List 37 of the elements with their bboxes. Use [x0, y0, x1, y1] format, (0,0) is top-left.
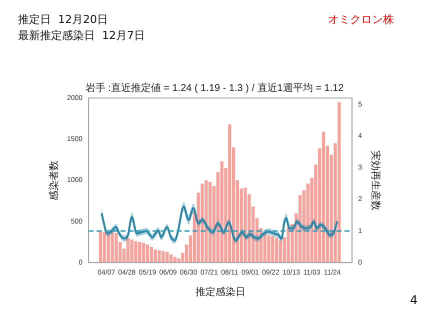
bar [98, 230, 102, 263]
bar [271, 236, 274, 263]
bar [275, 238, 278, 263]
bar [278, 240, 282, 263]
bar [158, 250, 161, 263]
bar [102, 232, 106, 263]
y2-axis-title: 実効再生産数 [369, 150, 382, 210]
bar [130, 240, 134, 263]
bar [200, 184, 204, 263]
bar [286, 228, 290, 263]
bar [162, 251, 165, 263]
text: 4 [410, 293, 418, 307]
bar [204, 180, 208, 263]
text: 推定日 12月20日 [18, 12, 108, 27]
text: 最新推定感染日 12月7日 [18, 28, 145, 43]
bar [165, 252, 169, 263]
bar [208, 182, 212, 263]
bar [150, 246, 153, 263]
bar [244, 188, 247, 263]
bar [228, 124, 232, 263]
bar [110, 232, 114, 263]
text: オミクロン株 [328, 12, 394, 27]
bar [114, 232, 118, 263]
bar [220, 161, 224, 263]
bar [154, 249, 157, 263]
y-axis-title: 感染者数 [48, 160, 60, 200]
bar [267, 235, 270, 263]
bar [142, 242, 146, 263]
bar [134, 241, 138, 263]
chart-title: 岩手 :直近推定値 = 1.24 ( 1.19 - 1.3 ) / 直近1週平均 = 1.12 [85, 82, 344, 94]
x-axis-title: 推定感染日 [195, 286, 246, 298]
bar [322, 132, 326, 263]
bar [106, 234, 110, 263]
bar [146, 244, 150, 263]
bar [338, 102, 341, 263]
bar [138, 242, 142, 263]
bar [126, 238, 130, 263]
